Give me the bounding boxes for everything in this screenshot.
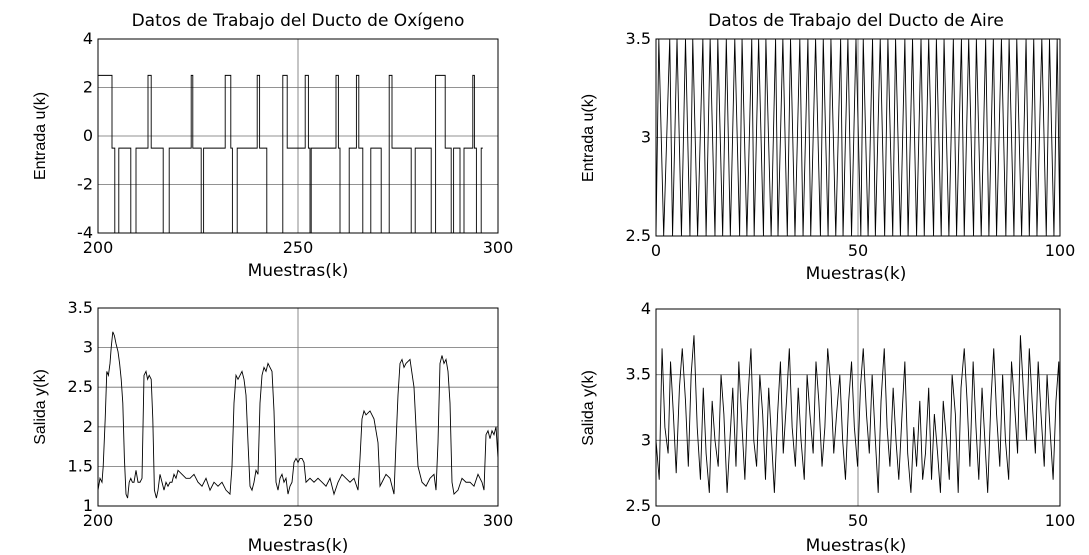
plot-frame: [97, 38, 499, 234]
plot-frame: [97, 307, 499, 507]
x-axis-label: Muestras(k): [806, 536, 907, 555]
y-tick-label: -2: [77, 175, 93, 194]
y-tick-label: 0: [83, 126, 93, 145]
y-tick-label: -4: [77, 223, 93, 242]
x-axis-label: Muestras(k): [806, 264, 907, 284]
y-tick-label: 1.5: [68, 456, 93, 475]
x-tick-label: 200: [83, 238, 114, 257]
y-axis-label: Salida y(k): [32, 369, 49, 445]
y-tick-label: 2.5: [626, 226, 651, 245]
series-line: [655, 335, 1061, 493]
x-tick-label: 100: [1045, 241, 1076, 260]
y-tick-label: 4: [641, 299, 651, 318]
x-tick-label: 250: [283, 511, 314, 530]
x-tick-label: 0: [651, 241, 661, 260]
y-tick-label: 2: [83, 78, 93, 97]
plot-frame: [655, 308, 1061, 507]
plot-frame: [655, 38, 1061, 237]
y-tick-label: 3.5: [68, 298, 93, 317]
x-tick-label: 300: [483, 511, 514, 530]
x-tick-label: 50: [848, 241, 868, 260]
x-tick-label: 0: [651, 511, 661, 530]
chart-title: Datos de Trabajo del Ducto de Oxígeno: [132, 11, 465, 31]
y-tick-label: 2.5: [68, 377, 93, 396]
y-tick-label: 4: [83, 29, 93, 48]
y-tick-label: 3.5: [626, 29, 651, 48]
y-axis-label: Entrada u(k): [32, 92, 49, 180]
x-axis-label: Muestras(k): [248, 261, 349, 281]
y-tick-label: 2: [83, 417, 93, 436]
y-tick-label: 2.5: [626, 496, 651, 515]
air-output-chart: Muestras(k) Salida y(k) 4 3.5 3 2.50 50 100: [580, 299, 1075, 555]
y-tick-label: 1: [83, 496, 93, 515]
y-tick-label: 3: [83, 338, 93, 357]
x-axis-label: Muestras(k): [248, 536, 349, 555]
x-tick-label: 50: [848, 511, 868, 530]
series-line: [97, 331, 499, 499]
x-tick-label: 100: [1045, 511, 1076, 530]
oxygen-input-chart: Datos de Trabajo del Ducto de Oxígeno Mu…: [32, 11, 513, 281]
series-line: [97, 74, 483, 234]
x-tick-label: 250: [283, 238, 314, 257]
x-tick-label: 300: [483, 238, 514, 257]
air-input-chart: Datos de Trabajo del Ducto de Aire Muest…: [580, 11, 1075, 284]
y-tick-label: 3: [641, 128, 651, 147]
chart-title: Datos de Trabajo del Ducto de Aire: [708, 11, 1004, 31]
y-tick-label: 3: [641, 430, 651, 449]
y-axis-label: Entrada u(k): [580, 94, 597, 182]
y-tick-label: 3.5: [626, 365, 651, 384]
y-axis-label: Salida y(k): [580, 370, 597, 446]
x-tick-label: 200: [83, 511, 114, 530]
